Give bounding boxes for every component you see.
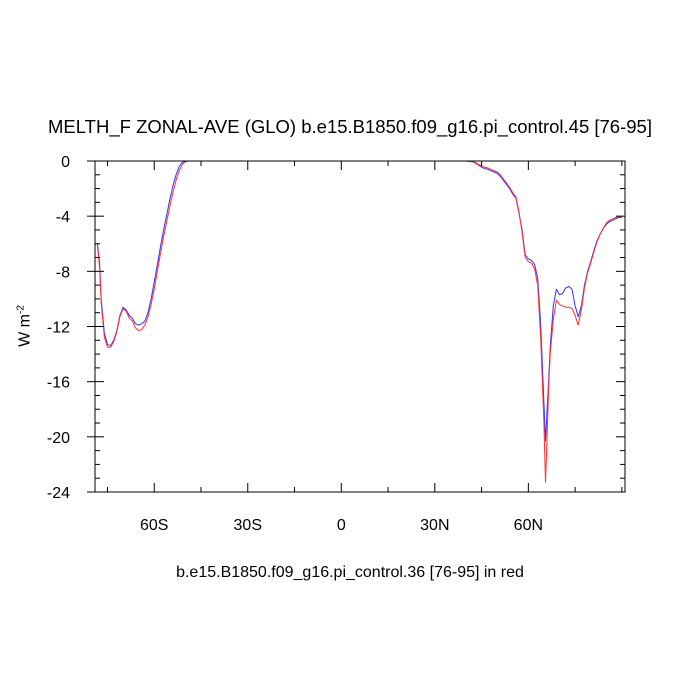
plot-frame	[94, 160, 626, 493]
y-tick-label: -16	[47, 375, 70, 392]
tick-layer: 60S 30S 0 30N 60N 0 -4 -8 -12 -16 -20 -24	[47, 154, 625, 534]
x-tick-label: 30N	[420, 517, 449, 534]
y-tick-label: -4	[56, 209, 70, 226]
series-line-blue	[97, 160, 622, 442]
x-tick-label: 60S	[140, 517, 168, 534]
y-tick-label: 0	[61, 154, 70, 171]
y-tick-label: -24	[47, 485, 70, 502]
series-line-red	[97, 160, 622, 483]
x-axis-label: b.e15.B1850.f09_g16.pi_control.36 [76-95…	[176, 564, 524, 581]
y-tick-label: -8	[56, 264, 70, 281]
x-tick-label: 60N	[514, 517, 543, 534]
chart-title: MELTH_F ZONAL-AVE (GLO) b.e15.B1850.f09_…	[48, 116, 652, 137]
y-tick-label: -20	[47, 430, 70, 447]
x-tick-label: 0	[337, 517, 346, 534]
y-tick-label: -12	[47, 320, 70, 337]
x-tick-label: 30S	[234, 517, 262, 534]
series-layer	[97, 160, 622, 483]
